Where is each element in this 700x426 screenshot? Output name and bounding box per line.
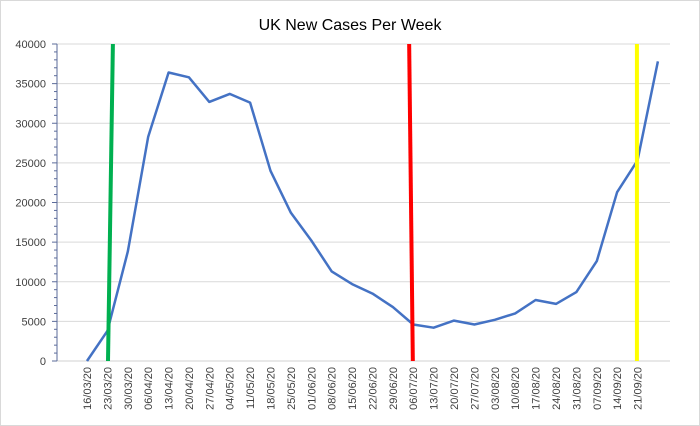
x-tick-label: 06/04/20: [143, 367, 155, 410]
red-marker-line: [407, 43, 415, 362]
x-tick-label: 24/08/20: [551, 367, 563, 410]
x-tick-label: 16/03/20: [82, 367, 94, 410]
x-tick-label: 14/09/20: [612, 367, 624, 410]
x-tick-label: 11/05/20: [245, 367, 257, 409]
x-tick-label: 30/03/20: [123, 367, 135, 410]
x-tick-label: 15/06/20: [347, 367, 359, 410]
x-tick-label: 13/07/20: [429, 367, 441, 410]
y-tick-label: 25000: [15, 158, 46, 170]
y-tick-label: 40000: [15, 39, 46, 51]
y-tick-label: 10000: [15, 277, 46, 289]
x-tick-label: 20/04/20: [184, 367, 196, 410]
chart-title: UK New Cases Per Week: [259, 17, 443, 34]
y-tick-label: 5000: [22, 316, 46, 328]
x-tick-label: 08/06/20: [327, 367, 339, 410]
x-tick-label: 23/03/20: [102, 367, 114, 410]
y-tick-label: 30000: [15, 118, 46, 130]
green-marker-line: [106, 43, 115, 362]
x-tick-label: 03/08/20: [490, 367, 502, 410]
y-tick-label: 35000: [15, 79, 46, 91]
y-tick-label: 15000: [15, 237, 46, 249]
x-tick-label: 27/04/20: [204, 367, 216, 410]
x-tick-label: 20/07/20: [449, 367, 461, 410]
x-tick-label: 07/09/20: [592, 367, 604, 410]
x-tick-label: 21/09/20: [633, 367, 645, 410]
series-line: [85, 61, 660, 362]
x-tick-label: 04/05/20: [225, 367, 237, 410]
x-tick-label: 18/05/20: [266, 367, 278, 410]
x-tick-label: 27/07/20: [469, 367, 481, 410]
x-tick-label: 31/08/20: [571, 367, 583, 410]
y-tick-label: 0: [40, 356, 46, 368]
x-tick-label: 06/07/20: [408, 367, 420, 410]
x-tick-label: 01/06/20: [306, 367, 318, 410]
x-tick-label: 25/05/20: [286, 367, 298, 410]
x-tick-label: 10/08/20: [510, 367, 522, 410]
x-tick-label: 29/06/20: [388, 367, 400, 410]
x-tick-label: 13/04/20: [164, 367, 176, 410]
y-tick-label: 20000: [15, 198, 46, 210]
x-tick-label: 22/06/20: [367, 367, 379, 410]
x-tick-label: 17/08/20: [531, 367, 543, 410]
